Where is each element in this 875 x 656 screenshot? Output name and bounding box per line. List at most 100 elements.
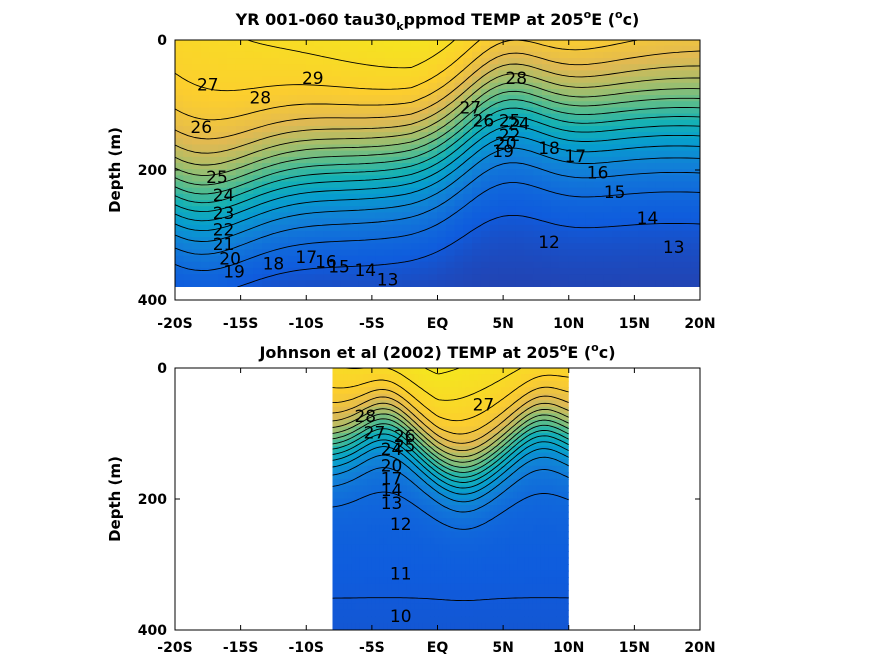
contour-line-12 <box>332 491 569 530</box>
contour-label: 26 <box>473 111 495 131</box>
panel-obs-field <box>332 368 569 630</box>
contour-label: 18 <box>263 254 285 274</box>
y-tick-label: 200 <box>138 492 167 508</box>
x-tick-label: 10N <box>553 640 584 656</box>
title-part: o <box>591 341 599 354</box>
contour-label: 27 <box>459 98 481 118</box>
contour-label: 14 <box>381 481 403 501</box>
contour-label: 28 <box>249 89 271 109</box>
title-part: o <box>584 8 592 21</box>
contour-label: 27 <box>197 76 219 96</box>
contour-label: 27 <box>473 395 495 415</box>
contour-line-18 <box>332 428 569 478</box>
contour-line-15 <box>332 446 569 495</box>
contour-line-24 <box>332 395 569 444</box>
contour-line-19 <box>175 99 700 195</box>
x-tick-label: 15N <box>619 316 650 332</box>
contour-line-11 <box>237 214 700 287</box>
x-tick-label: 5N <box>492 640 513 656</box>
contour-label: 18 <box>538 139 560 159</box>
contour-line-16 <box>175 125 700 222</box>
contour-label: 24 <box>213 186 235 206</box>
title-part: c) <box>599 343 616 362</box>
contour-label: 20 <box>219 250 241 270</box>
contour-line-26 <box>332 374 569 422</box>
contour-label: 11 <box>390 564 412 584</box>
contour-label: 25 <box>206 168 228 188</box>
contour-label: 25 <box>394 437 416 457</box>
panel-model-y-label: Depth (m) <box>106 127 124 213</box>
contour-line-23 <box>175 63 700 154</box>
x-tick-label: -10S <box>289 316 324 332</box>
title-part: c) <box>623 10 640 29</box>
contour-label: 14 <box>637 209 659 229</box>
panel-model-title: YR 001-060 tau30kppmod TEMP at 205oE (oc… <box>235 8 640 33</box>
x-tick-label: -15S <box>223 640 258 656</box>
contour-line-11 <box>332 597 569 602</box>
contour-label: 19 <box>223 263 245 283</box>
panel-obs-title: Johnson et al (2002) TEMP at 205oE (oc) <box>258 341 615 362</box>
contour-line-14 <box>332 454 569 503</box>
title-part: E ( <box>567 343 591 362</box>
contour-label: 12 <box>390 515 412 535</box>
x-tick-label: -20S <box>157 316 192 332</box>
title-part: Johnson et al (2002) TEMP at 205 <box>258 343 559 362</box>
contour-label: 12 <box>538 233 560 253</box>
x-tick-label: -5S <box>359 316 385 332</box>
x-tick-label: 5N <box>492 316 513 332</box>
panel-obs-y-label: Depth (m) <box>106 456 124 542</box>
contour-label: 26 <box>190 118 212 138</box>
y-tick-label: 200 <box>138 163 167 179</box>
contour-label: 13 <box>377 271 399 291</box>
contour-label: 24 <box>381 440 403 460</box>
x-tick-label: 20N <box>684 640 715 656</box>
panel-obs-x-axis: -20S -15S -10S -5S EQ 5N 10N 15N 20N <box>157 368 716 656</box>
contour-line-13 <box>332 467 569 513</box>
contour-line-17 <box>332 433 569 483</box>
y-tick-label: 400 <box>138 623 167 639</box>
contour-line-20 <box>332 418 569 468</box>
contour-label: 28 <box>354 407 376 427</box>
contour-line-19 <box>332 423 569 473</box>
contour-label: 14 <box>354 261 376 281</box>
contour-line-18 <box>175 107 700 204</box>
x-tick-label: 10N <box>553 316 584 332</box>
contour-label: 15 <box>604 183 626 203</box>
x-tick-label: -20S <box>157 640 192 656</box>
contour-line-26 <box>175 40 481 92</box>
title-part: E ( <box>591 10 615 29</box>
contour-line-13 <box>175 162 700 255</box>
panel-model-contours <box>175 40 700 287</box>
contour-label: 17 <box>564 147 586 167</box>
contour-label: 27 <box>364 424 386 444</box>
contour-label: 15 <box>328 258 350 278</box>
title-part: o <box>615 8 623 21</box>
contour-line-16 <box>332 439 569 489</box>
contour-label: 23 <box>213 204 235 224</box>
contour-label: 21 <box>213 235 235 255</box>
y-tick-label: 0 <box>157 33 167 49</box>
contour-label: 28 <box>505 69 527 89</box>
x-tick-label: -5S <box>359 640 385 656</box>
contour-line-15 <box>175 135 700 232</box>
contour-label: 20 <box>495 134 517 154</box>
panel-model-x-axis: -20S -15S -10S -5S EQ 5N 10N 15N 20N <box>157 40 716 332</box>
x-tick-label: 20N <box>684 316 715 332</box>
contour-label: 25 <box>499 111 521 131</box>
contour-line-23 <box>332 402 569 452</box>
panel-obs: Johnson et al (2002) TEMP at 205oE (oc) … <box>106 341 716 656</box>
y-tick-label: 0 <box>157 361 167 377</box>
title-part: k <box>396 20 404 33</box>
contour-line-22 <box>175 73 700 166</box>
contour-line-12 <box>175 182 700 272</box>
contour-line-17 <box>175 116 700 213</box>
contour-label: 24 <box>508 115 530 135</box>
panel-obs-contours <box>332 368 569 602</box>
panel-model-y-axis: 0 200 400 <box>138 33 700 309</box>
contour-line-27 <box>247 40 455 69</box>
field-cells <box>332 368 569 630</box>
contour-label: 17 <box>295 248 317 268</box>
contour-label: 20 <box>381 456 403 476</box>
